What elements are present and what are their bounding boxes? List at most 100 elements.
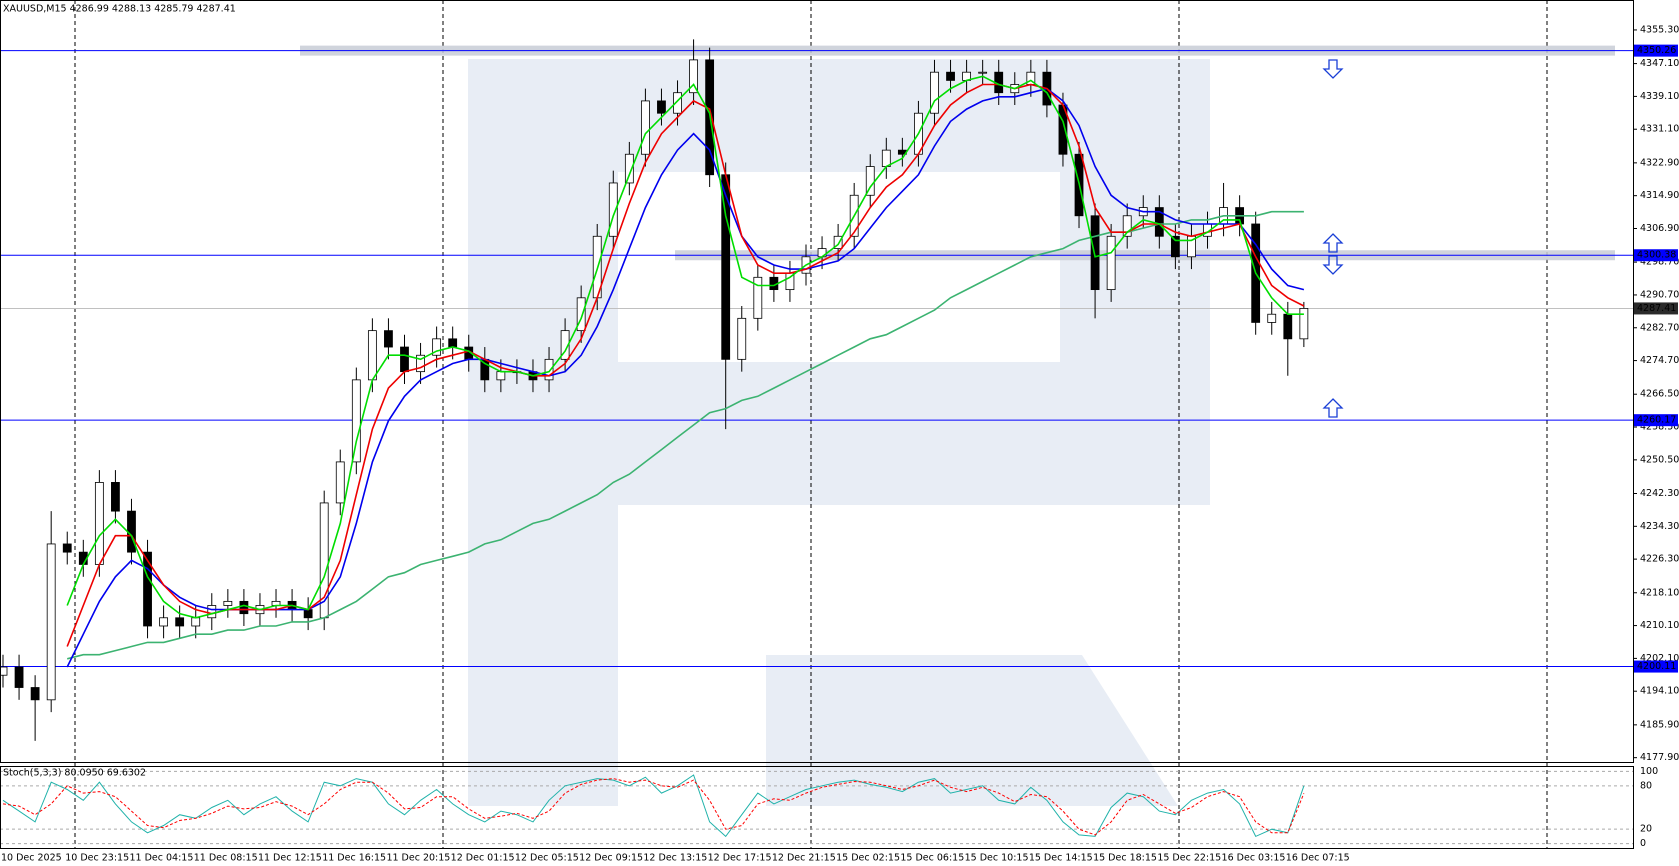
level-box	[1634, 249, 1678, 262]
y-tick-label: 4347.10	[1640, 58, 1679, 69]
y-tick-label: 4282.70	[1640, 322, 1679, 333]
y-tick-label: 4250.50	[1640, 454, 1679, 465]
level-label: 4350.26	[1637, 45, 1676, 56]
candle-body	[737, 317, 747, 360]
x-tick-label: 15 Dec 14:15	[1029, 853, 1093, 864]
watermark-r-leg	[766, 655, 1178, 806]
candle-body	[400, 346, 409, 373]
candle-body	[833, 235, 843, 249]
indicator-tick-label: 20	[1640, 824, 1652, 835]
candle-body	[608, 182, 618, 237]
plot-layer: 4355.30 4347.10 4339.10 4331.10 4322.90 4314.…	[0, 24, 1679, 864]
x-tick-label: 12 Dec 05:15	[515, 853, 579, 864]
price-panel-border	[0, 0, 1634, 763]
arrow-up	[1322, 398, 1344, 418]
y-tick-label: 4290.70	[1640, 289, 1679, 300]
indicator-title: Stoch(5,3,3) 80.0950 69.6302	[3, 768, 146, 779]
candle-body	[223, 600, 233, 606]
stochastic-line	[2, 778, 1305, 836]
candle-body	[239, 600, 249, 615]
candle-body	[881, 149, 891, 167]
y-tick-label: 4331.10	[1640, 124, 1679, 135]
level-label: 4300.38	[1637, 250, 1676, 261]
candle-body	[673, 92, 682, 114]
moving-average	[66, 75, 1304, 619]
moving-average	[67, 210, 1304, 660]
y-tick-label: 4218.10	[1640, 587, 1679, 598]
candle-body	[448, 338, 458, 348]
candle-body	[657, 100, 666, 114]
y-tick-label: 4185.90	[1640, 719, 1679, 730]
candle-body	[94, 482, 104, 565]
arrows	[1322, 59, 1344, 418]
y-tick-label: 4314.90	[1640, 190, 1679, 201]
candle-body	[367, 330, 377, 381]
arrow-down	[1322, 255, 1344, 275]
x-tick-label: 12 Dec 01:15	[451, 853, 515, 864]
candle-body	[416, 354, 425, 373]
candle-body	[641, 100, 650, 155]
x-tick-label: 15 Dec 18:15	[1093, 853, 1157, 864]
x-tick-label: 11 Dec 20:15	[386, 853, 450, 864]
candle-body	[62, 543, 72, 553]
candle-body	[753, 276, 763, 319]
x-tick-label: 10 Dec 23:15	[65, 853, 129, 864]
candle-body	[1106, 235, 1116, 291]
x-tick-label: 11 Dec 12:15	[258, 853, 322, 864]
candle-body	[544, 358, 554, 381]
y-tick-label: 4210.10	[1640, 620, 1679, 631]
y-tick-label: 4306.90	[1640, 223, 1679, 234]
y-tick-label: 4274.70	[1640, 355, 1679, 366]
candle-body	[1299, 308, 1309, 340]
y-tick-label: 4242.30	[1640, 488, 1679, 499]
day-separators	[74, 0, 1548, 849]
x-tick-label: 15 Dec 06:15	[900, 853, 964, 864]
arrow-down	[1322, 59, 1344, 79]
x-tick-label: 12 Dec 21:15	[772, 853, 836, 864]
candle-body	[496, 371, 506, 381]
candle-body	[1267, 313, 1277, 323]
x-tick-label: 15 Dec 10:15	[965, 853, 1029, 864]
candle-body	[46, 543, 56, 701]
y-tick-label: 4355.30	[1640, 24, 1679, 35]
current-price-box	[1634, 302, 1678, 315]
candle-body	[159, 617, 169, 627]
y-tick-label: 4202.10	[1640, 653, 1679, 664]
x-tick-label: 12 Dec 17:15	[708, 853, 772, 864]
indicator-panel-border	[0, 766, 1634, 849]
x-tick-label: 15 Dec 22:15	[1157, 853, 1221, 864]
x-tick-label: 15 Dec 02:15	[836, 853, 900, 864]
x-tick-label: 11 Dec 16:15	[322, 853, 386, 864]
candle-body	[111, 482, 120, 512]
candle-body	[143, 551, 152, 627]
current-price-label: 4287.41	[1637, 303, 1676, 314]
y-tick-label: 4266.50	[1640, 389, 1679, 400]
candle-body	[1154, 207, 1164, 237]
indicator-tick-label: 0	[1640, 838, 1646, 849]
candle-body	[1122, 215, 1132, 237]
y-tick-label: 4339.10	[1640, 91, 1679, 102]
candle-body	[576, 297, 586, 332]
level-box	[1634, 414, 1678, 427]
x-tick-label: 16 Dec 07:15	[1286, 853, 1350, 864]
stochastic-line	[2, 774, 1305, 838]
candle-body	[946, 71, 955, 81]
candle-body	[1283, 313, 1293, 340]
candle-body	[0, 666, 8, 676]
candle-body	[207, 605, 217, 619]
candle-body	[14, 666, 24, 688]
y-tick-label: 4322.90	[1640, 157, 1679, 168]
watermark	[468, 59, 1210, 806]
candle-body	[560, 330, 570, 360]
y-tick-label: 4234.30	[1640, 521, 1679, 532]
level-box	[1634, 44, 1678, 57]
candle-body	[624, 153, 634, 184]
candle-body	[978, 71, 988, 74]
candle-body	[335, 461, 345, 504]
x-tick-label: 11 Dec 04:15	[129, 853, 193, 864]
x-tick-label: 11 Dec 08:15	[194, 853, 258, 864]
y-tick-label: 4177.90	[1640, 752, 1679, 763]
x-tick-label: 12 Dec 13:15	[643, 853, 707, 864]
y-tick-label: 4194.10	[1640, 686, 1679, 697]
